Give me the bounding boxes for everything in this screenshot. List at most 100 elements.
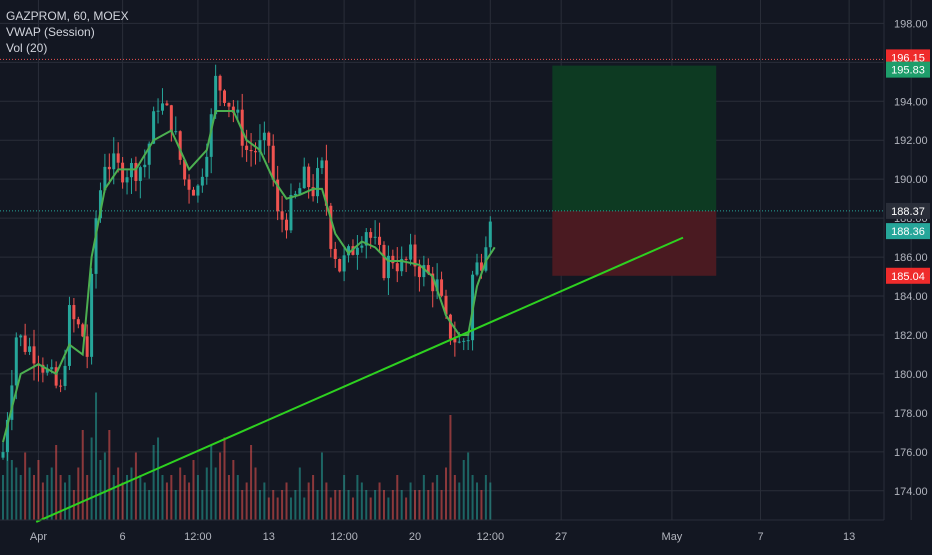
volume-bar — [86, 475, 89, 520]
volume-bar — [303, 497, 306, 520]
volume-bar — [227, 475, 230, 520]
trend-line[interactable] — [35, 236, 684, 523]
volume-bar — [126, 475, 129, 520]
volume-bar — [453, 475, 456, 520]
volume-bar — [458, 482, 461, 520]
x-tick-label: 6 — [120, 531, 126, 543]
price-tag: 185.04 — [886, 267, 930, 284]
volume-bar — [281, 490, 284, 520]
candle-body — [160, 103, 164, 111]
candle — [409, 233, 413, 266]
candle — [329, 202, 333, 258]
volume-bar — [188, 482, 191, 520]
candle-body — [223, 90, 226, 103]
candle — [289, 183, 293, 234]
candle — [196, 184, 200, 203]
candle-body — [324, 160, 328, 206]
candle-body — [67, 305, 71, 366]
candle-body — [200, 176, 204, 186]
candle-body — [395, 263, 399, 272]
volume-bar — [307, 482, 310, 520]
candle — [90, 268, 94, 365]
candle — [249, 133, 253, 167]
candle-body — [373, 236, 377, 238]
volume-bar — [170, 475, 173, 520]
vwap-indicator-label[interactable]: VWAP (Session) — [6, 25, 95, 39]
volume-bar — [378, 482, 381, 520]
volume-bar — [46, 475, 49, 520]
candle-body — [333, 248, 337, 260]
profit-zone — [552, 65, 717, 211]
price-tag-bg — [886, 267, 930, 284]
candle-body — [152, 111, 156, 144]
symbol-title[interactable]: GAZPROM, 60, MOEX — [6, 9, 129, 23]
candle-body — [98, 190, 102, 219]
x-tick-label: 13 — [843, 531, 855, 543]
volume-bar — [250, 445, 253, 520]
volume-bar — [205, 467, 208, 520]
candle-body — [116, 153, 120, 163]
price-tag-label: 196.15 — [891, 52, 925, 64]
x-tick-label: 13 — [263, 531, 275, 543]
candle — [391, 249, 395, 269]
x-tick-label: 12:00 — [477, 531, 505, 543]
candle — [285, 213, 289, 239]
price-lines — [0, 58, 884, 212]
candle-body — [307, 166, 311, 188]
volume-bar — [258, 490, 261, 520]
volume-bar — [484, 475, 487, 520]
candle — [431, 266, 435, 308]
volume-bar — [480, 490, 483, 520]
candle — [134, 156, 138, 192]
volume-bar — [462, 460, 465, 520]
candle-body — [293, 193, 297, 196]
volume-bar — [347, 490, 350, 520]
volume-bar — [165, 482, 168, 520]
candle-body — [187, 179, 191, 190]
candle-body — [448, 314, 452, 339]
volume-indicator-label[interactable]: Vol (20) — [6, 41, 48, 55]
x-tick-label: 20 — [409, 531, 421, 543]
candle — [152, 106, 156, 145]
candle — [360, 236, 364, 253]
candle-body — [391, 255, 395, 264]
candle-body — [338, 259, 342, 272]
candle — [276, 165, 280, 221]
volume-bar — [50, 467, 53, 520]
candle — [103, 153, 107, 193]
trendline-segment[interactable] — [35, 236, 684, 523]
volume-bar — [351, 497, 354, 520]
candle-body — [125, 177, 129, 183]
volume-bar — [312, 475, 315, 520]
candle-body — [54, 367, 58, 386]
y-tick-label: 176.00 — [894, 447, 928, 459]
volume-bar — [103, 452, 106, 520]
candle-body — [267, 132, 271, 146]
candle — [422, 255, 426, 287]
candle — [338, 258, 342, 273]
candle — [125, 170, 129, 195]
candle — [462, 338, 466, 351]
candle — [302, 157, 306, 189]
volume-bar — [219, 452, 222, 520]
candle-body — [138, 167, 142, 181]
volume-bar — [24, 452, 27, 520]
candle — [72, 297, 76, 333]
volume-bar — [387, 497, 390, 520]
volume-bar — [112, 475, 115, 520]
candle-body — [298, 188, 302, 194]
volume-bar — [365, 490, 368, 520]
volume-bar — [15, 467, 18, 520]
volume-bar — [236, 475, 239, 520]
candle-body — [183, 159, 187, 180]
candle — [488, 216, 492, 255]
candle-body — [400, 258, 404, 272]
candle-body — [262, 132, 266, 141]
loss-zone — [552, 210, 717, 276]
volume-bar — [263, 482, 266, 520]
volume-bar — [183, 475, 186, 520]
volume-bar — [427, 490, 430, 520]
